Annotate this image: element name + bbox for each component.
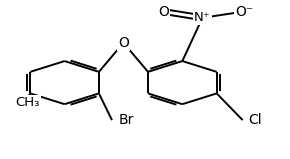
Text: Br: Br [118,113,134,127]
Text: O: O [118,36,129,50]
Text: O: O [158,5,169,19]
Text: CH₃: CH₃ [16,96,40,109]
Text: N⁺: N⁺ [194,11,211,24]
Text: O⁻: O⁻ [235,5,253,19]
Text: Cl: Cl [248,113,262,127]
